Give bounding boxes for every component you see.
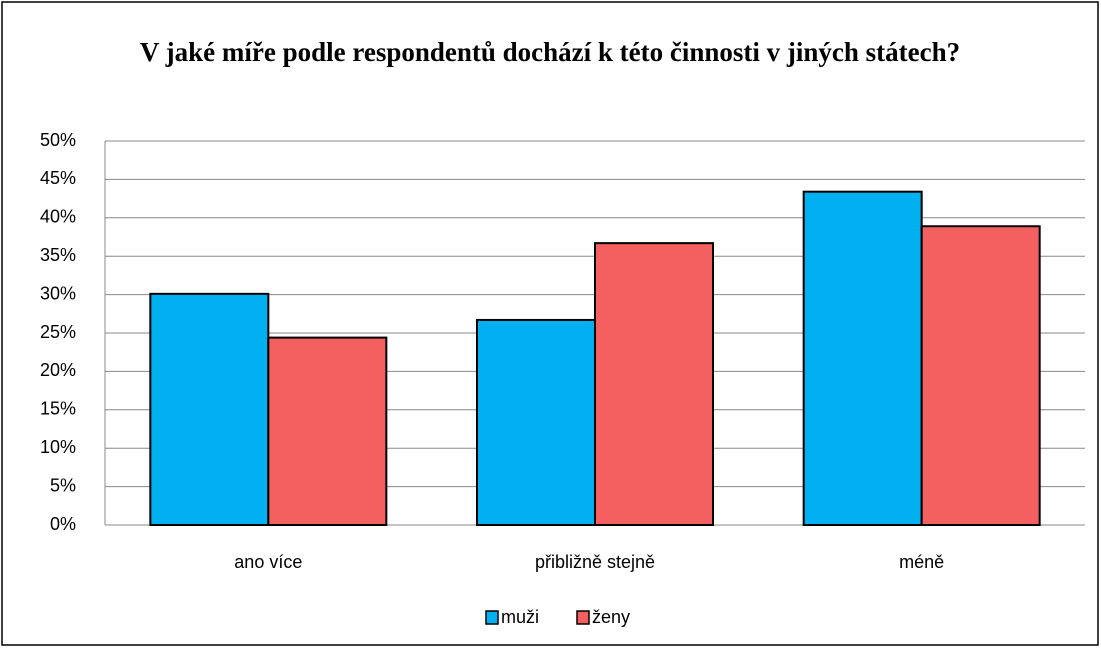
bar [476, 318, 596, 526]
bar [802, 190, 923, 527]
y-tick-label: 25% [40, 322, 76, 342]
y-tick-label: 40% [40, 207, 76, 227]
legend-label: ženy [592, 607, 630, 627]
legend-label: muži [501, 607, 539, 627]
legend-swatch [576, 610, 590, 625]
chart-title: V jaké míře podle respondentů dochází k … [139, 37, 961, 67]
y-tick-label: 5% [50, 475, 76, 495]
x-tick-label: ano více [234, 552, 302, 572]
bar [594, 242, 714, 526]
bar [149, 292, 270, 526]
legend-swatch [485, 610, 499, 625]
y-tick-label: 45% [40, 168, 76, 188]
y-tick-label: 30% [40, 283, 76, 303]
y-tick-label: 50% [40, 130, 76, 150]
y-tick-label: 15% [40, 399, 76, 419]
y-tick-label: 10% [40, 437, 76, 457]
y-tick-label: 35% [40, 245, 76, 265]
x-tick-label: přibližně stejně [535, 552, 655, 572]
x-tick-label: méně [899, 552, 944, 572]
bar [267, 336, 388, 526]
y-tick-label: 0% [50, 514, 76, 534]
bar [920, 225, 1041, 527]
y-tick-label: 20% [40, 360, 76, 380]
